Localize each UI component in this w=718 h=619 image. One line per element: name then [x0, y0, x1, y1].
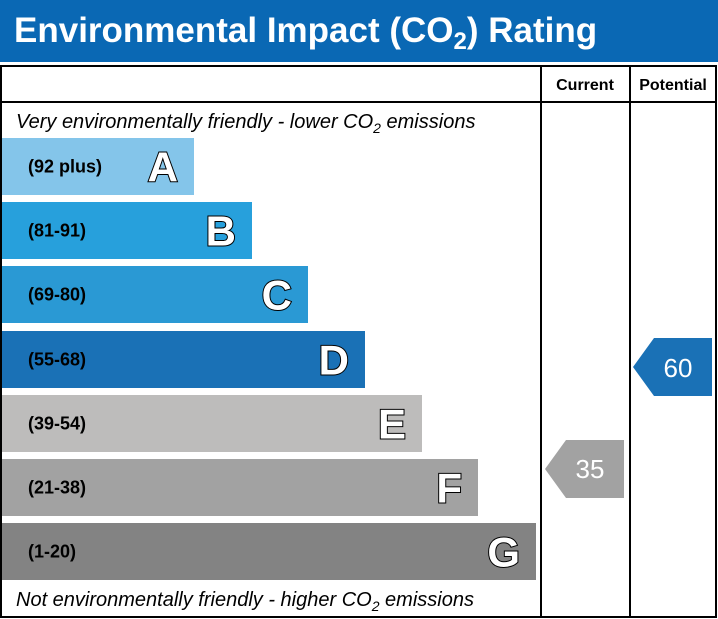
- band-range: (55-68): [28, 350, 86, 370]
- potential-arrow: [633, 338, 712, 396]
- current-arrow: [545, 440, 624, 498]
- note-text: emissions: [380, 589, 474, 611]
- band-letter: A: [148, 144, 178, 191]
- band-range: (1-20): [28, 542, 76, 562]
- band-bar: [2, 459, 478, 516]
- band-range: (69-80): [28, 285, 86, 305]
- title-text: ) Rating: [467, 11, 597, 50]
- note-text: emissions: [381, 111, 475, 133]
- band-range: (81-91): [28, 221, 86, 241]
- band-letter: G: [487, 529, 520, 576]
- potential-header: Potential: [639, 77, 707, 94]
- note-sub: 2: [372, 120, 381, 136]
- note-sub: 2: [371, 598, 380, 614]
- band-range: (92 plus): [28, 157, 102, 177]
- band-letter: D: [319, 337, 349, 384]
- bottom-note: Not environmentally friendly - higher CO…: [16, 589, 474, 614]
- current-header: Current: [556, 77, 614, 94]
- band-letter: F: [436, 465, 462, 512]
- title-text: Environmental Impact (CO: [14, 11, 454, 50]
- band-bar: [2, 202, 252, 259]
- band-range: (39-54): [28, 414, 86, 434]
- band-bar: [2, 266, 308, 323]
- band-letter: B: [206, 208, 236, 255]
- title: Environmental Impact (CO2) Rating: [14, 11, 597, 55]
- band-bar: [2, 138, 194, 195]
- title-bar: [0, 0, 718, 62]
- title-sub: 2: [454, 28, 467, 55]
- band-range: (21-38): [28, 478, 86, 498]
- note-text: Very environmentally friendly - lower CO: [16, 111, 373, 133]
- band-letter: C: [262, 272, 292, 319]
- potential-value: 60: [664, 353, 693, 383]
- note-text: Not environmentally friendly - higher CO: [16, 589, 372, 611]
- table-border: [0, 65, 717, 618]
- band-letter: E: [378, 401, 406, 448]
- current-value: 35: [576, 454, 605, 484]
- band-bar: [2, 395, 422, 452]
- band-bar: [2, 523, 536, 580]
- band-bar: [2, 331, 365, 388]
- top-note: Very environmentally friendly - lower CO…: [16, 111, 475, 136]
